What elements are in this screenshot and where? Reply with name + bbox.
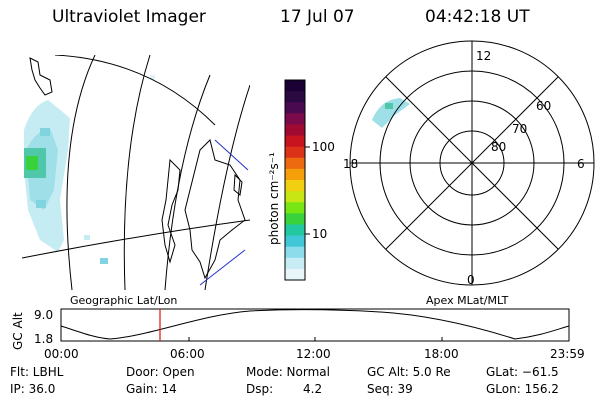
colorbar-tick-100: 100 [312,140,335,154]
status-glat: GLat: −61.5 [486,365,559,379]
altitude-xtick-0000: 00:00 [44,347,79,361]
colorbar-swatch [285,80,305,92]
colorbar-swatch [285,146,305,159]
mlt-label-18: 18 [343,157,358,171]
colorbar-unit-label: photon cm⁻²s⁻¹ [267,152,281,245]
altitude-ytick-top: 9.0 [34,308,53,322]
geographic-label: Geographic Lat/Lon [70,294,178,307]
colorbar-gradient [285,80,305,281]
status-dsp: Dsp: [246,382,274,396]
colorbar-swatch [285,91,305,103]
colorbar-swatch [285,224,305,237]
status-ip: IP: 36.0 [10,382,56,396]
colorbar-swatch [285,257,305,270]
colorbar-swatch [285,168,305,181]
colorbar-swatch [285,191,305,203]
status-dsp-value: 4.2 [303,382,323,396]
time-label: 04:42:18 UT [425,7,530,27]
status-seq: Seq: 39 [367,382,413,396]
mlat-label-70: 70 [512,122,527,136]
altitude-xtick-0600: 06:00 [170,347,205,361]
status-gc-alt: GC Alt: 5.0 Re [367,365,451,379]
status-door: Door: Open [126,365,195,379]
colorbar-swatch [285,268,305,281]
altitude-xtick-1800: 18:00 [424,347,459,361]
colorbar-tick-10: 10 [312,227,327,241]
polar-label: Apex MLat/MLT [426,294,509,307]
colorbar-swatch [285,157,305,170]
mlt-label-0: 0 [467,273,475,287]
altitude-curve [60,309,570,340]
colorbar-swatch [285,113,305,126]
aurora-emission-geo [24,75,155,264]
altitude-xtick-1200: 12:00 [296,347,331,361]
altitude-ylabel: GC Alt [11,312,25,350]
altitude-xtick-2359: 23:59 [550,347,585,361]
status-gain: Gain: 14 [126,382,177,396]
colorbar-swatch [285,202,305,214]
mlt-label-6: 6 [577,157,585,171]
colorbar-swatch [285,124,305,137]
colorbar-swatch [285,180,305,192]
status-glon: GLon: 156.2 [486,382,559,396]
date-label: 17 Jul 07 [280,7,355,27]
colorbar-swatch [285,135,305,148]
colorbar-swatch [285,246,305,259]
status-flt: Flt: LBHL [10,365,64,379]
altitude-ytick-bottom: 1.8 [34,332,53,346]
mlat-label-60: 60 [536,99,551,113]
colorbar-swatch [285,235,305,248]
colorbar-swatch [285,213,305,226]
mlt-label-12: 12 [476,49,491,63]
mlat-label-80: 80 [491,140,506,154]
status-mode: Mode: Normal [246,365,330,379]
colorbar-swatch [285,102,305,114]
instrument-title: Ultraviolet Imager [52,7,206,27]
